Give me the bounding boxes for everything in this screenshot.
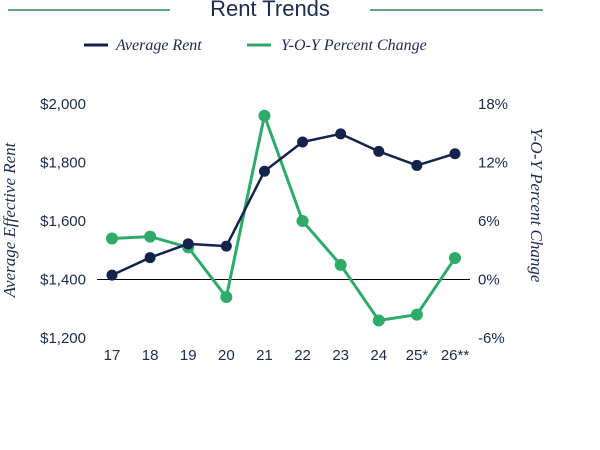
legend-yoy-label: Y-O-Y Percent Change — [281, 37, 427, 54]
yoy-point — [410, 308, 423, 321]
x-tick-label: 24 — [370, 347, 387, 364]
x-tick-label: 17 — [104, 347, 121, 364]
yoy-point — [449, 252, 461, 265]
y-right-tick-label: -6% — [478, 330, 505, 347]
y-right-tick-label: 0% — [478, 272, 500, 289]
rent-point — [182, 238, 194, 250]
y-right-tick-label: 12% — [478, 155, 508, 172]
y-axis-right-label: Y-O-Y Percent Change — [527, 128, 546, 283]
x-tick-label: 19 — [180, 347, 197, 364]
rent-point — [220, 240, 232, 252]
y-left-tick-label: $2,000 — [40, 96, 86, 113]
y-axis-left-label: Average Effective Rent — [0, 141, 19, 298]
yoy-point — [372, 314, 385, 327]
x-tick-label: 25* — [406, 347, 429, 364]
x-tick-label: 18 — [142, 347, 159, 364]
x-tick-label: 22 — [294, 347, 311, 364]
y-left-tick-label: $1,200 — [40, 330, 86, 347]
y-left-tick-label: $1,400 — [40, 272, 86, 289]
y-right-tick-label: 18% — [478, 96, 508, 113]
series-average-rent — [106, 128, 461, 281]
yoy-point — [220, 291, 233, 304]
rent-point — [335, 128, 347, 140]
yoy-point — [144, 230, 157, 243]
x-tick-label: 20 — [218, 347, 235, 364]
legend-rent-label: Average Rent — [115, 37, 202, 54]
yoy-line — [111, 114, 457, 322]
rent-point — [449, 148, 461, 160]
rent-point — [373, 145, 385, 157]
x-tick-label: 26** — [441, 347, 470, 364]
rent-point — [106, 269, 118, 281]
yoy-point — [258, 109, 271, 122]
series-yoy-percent-change — [106, 109, 461, 327]
rent-line — [111, 132, 456, 277]
y-axis-left-ticks: $1,200 $1,400 $1,600 $1,800 $2,000 — [40, 96, 86, 347]
y-right-tick-label: 6% — [478, 213, 500, 230]
rent-point — [411, 159, 423, 171]
x-tick-label: 23 — [332, 347, 349, 364]
x-tick-label: 21 — [256, 347, 273, 364]
yoy-point — [106, 232, 118, 245]
x-axis-ticks: 17 18 19 20 21 22 23 24 25* 26** — [104, 347, 470, 364]
rent-point — [258, 165, 270, 177]
rent-point — [144, 252, 156, 264]
chart-title: Rent Trends — [210, 0, 330, 21]
y-left-tick-label: $1,600 — [40, 213, 86, 230]
y-left-tick-label: $1,800 — [40, 155, 86, 172]
legend: Average Rent Y-O-Y Percent Change — [84, 37, 427, 54]
yoy-point — [296, 215, 309, 227]
rent-point — [297, 136, 309, 148]
yoy-point — [334, 258, 347, 271]
y-axis-right-ticks: -6% 0% 6% 12% 18% — [478, 96, 508, 347]
